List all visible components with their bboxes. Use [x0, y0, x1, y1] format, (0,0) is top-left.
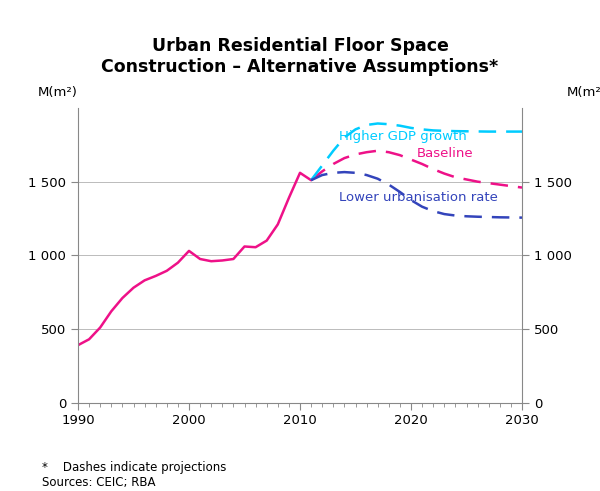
Text: M(m²): M(m²) — [38, 86, 78, 99]
Text: *    Dashes indicate projections
Sources: CEIC; RBA: * Dashes indicate projections Sources: C… — [42, 461, 226, 489]
Text: Urban Residential Floor Space
Construction – Alternative Assumptions*: Urban Residential Floor Space Constructi… — [101, 37, 499, 76]
Text: Baseline: Baseline — [416, 147, 473, 160]
Text: M(m²): M(m²) — [566, 86, 600, 99]
Text: Lower urbanisation rate: Lower urbanisation rate — [339, 191, 498, 204]
Text: Higher GDP growth: Higher GDP growth — [339, 130, 467, 142]
